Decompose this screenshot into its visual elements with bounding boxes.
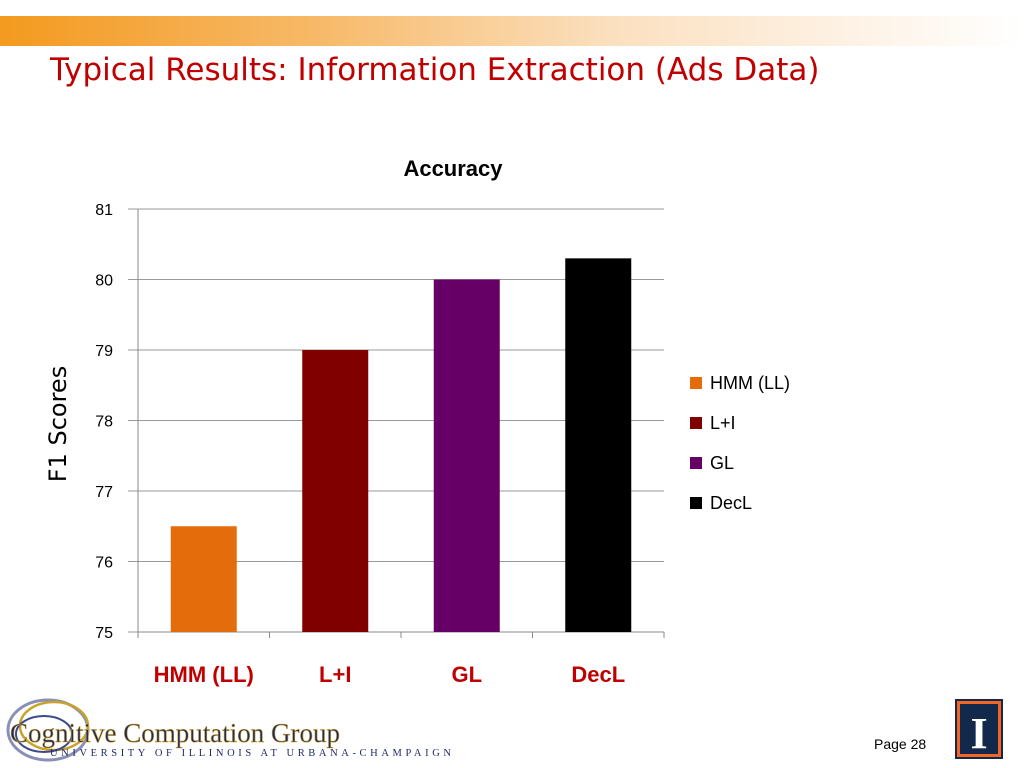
uiuc-letter: I [970, 709, 987, 758]
swirl-icon [6, 698, 90, 762]
bar [433, 279, 500, 632]
y-tick-label: 81 [95, 202, 113, 219]
accuracy-bar-chart: 75 76 77 78 79 80 81 HMM (LL) L+I GL DecL Accuracy F… [44, 156, 790, 687]
legend-swatch [690, 457, 702, 469]
legend-swatch [690, 497, 702, 509]
legend-label: HMM (LL) [710, 373, 790, 393]
legend-label: DecL [710, 493, 752, 513]
header-gradient-bar [0, 16, 1024, 46]
y-tick-label: 76 [95, 555, 113, 572]
slide-title: Typical Results: Information Extraction … [50, 52, 820, 88]
y-tick-label: 79 [95, 343, 113, 360]
university-name: UNIVERSITY OF ILLINOIS AT URBANA-CHAMPAI… [50, 748, 455, 759]
bar [170, 526, 237, 632]
page-number: Page 28 [874, 736, 927, 752]
bar [302, 350, 369, 632]
y-tick-label: 75 [95, 625, 113, 642]
y-axis-label: F1 Scores [44, 366, 72, 482]
legend-swatch [690, 417, 702, 429]
uiuc-block-i-logo: I [955, 699, 1003, 759]
x-category-label: HMM (LL) [154, 662, 254, 687]
x-category-label: GL [451, 662, 482, 687]
legend-label: GL [710, 453, 734, 473]
cognitive-computation-group-logo: Cognitive Computation Group UNIVERSITY O… [6, 698, 455, 762]
y-tick-label: 77 [95, 484, 113, 501]
y-tick-label: 80 [95, 273, 113, 290]
group-name: Cognitive Computation Group [10, 718, 340, 748]
legend-swatch [690, 377, 702, 389]
bar [565, 258, 632, 632]
x-category-label: DecL [571, 662, 625, 687]
x-category-label: L+I [319, 662, 351, 687]
y-tick-label: 78 [95, 414, 113, 431]
chart-title: Accuracy [403, 156, 503, 181]
legend-label: L+I [710, 413, 736, 433]
